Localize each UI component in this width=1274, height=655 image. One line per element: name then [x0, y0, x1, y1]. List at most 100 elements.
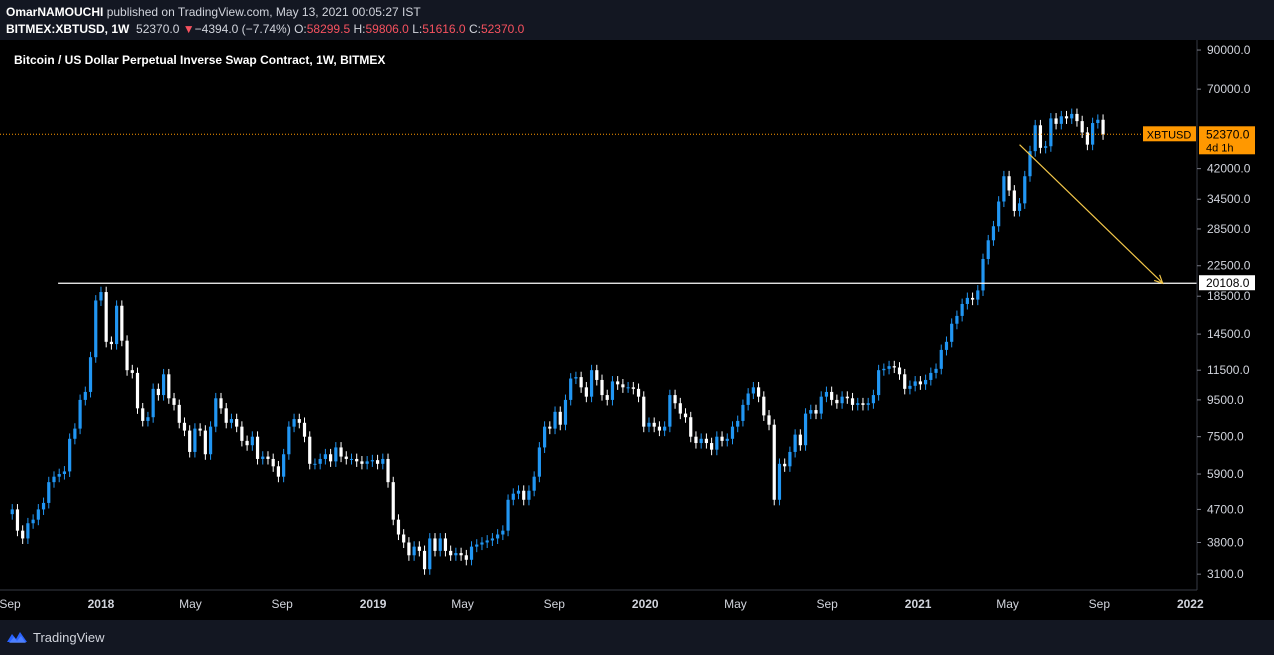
candle-body — [610, 381, 615, 400]
candle-body — [537, 447, 541, 477]
candle-body — [809, 410, 813, 414]
candle-body — [41, 502, 46, 510]
candle-body — [924, 379, 928, 385]
candle-body — [840, 396, 844, 404]
candle-body — [146, 417, 150, 421]
time-tick-label: 2020 — [632, 597, 659, 611]
price-chart[interactable]: 90000.0 70000.0 42000.0 34500.0 28500.0 22500… — [0, 40, 1274, 620]
candle-body — [652, 422, 656, 427]
candle-body — [767, 415, 771, 425]
candle-body — [1075, 113, 1079, 122]
candle-body — [553, 411, 557, 429]
candle-body — [276, 466, 281, 477]
candle-body — [344, 456, 348, 459]
close-label: C: — [468, 22, 481, 36]
price-tick-label: 70000.0 — [1207, 82, 1251, 96]
candle-body — [522, 490, 526, 500]
candle-body — [1044, 146, 1048, 148]
candle-body — [788, 451, 792, 467]
candle-body — [235, 419, 239, 427]
candle-body — [970, 297, 975, 300]
candle-body — [52, 476, 56, 483]
time-tick-label: May — [724, 597, 747, 611]
candle-body — [866, 403, 870, 405]
candle-body — [365, 461, 369, 464]
candle-body — [459, 553, 463, 556]
candle-body — [115, 305, 119, 345]
candle-body — [741, 404, 745, 421]
price-tick-label: 14500.0 — [1207, 327, 1251, 341]
candle-body — [318, 458, 322, 464]
candle-body — [991, 226, 996, 241]
candle-body — [261, 456, 265, 459]
candle-body — [47, 482, 51, 503]
candle-body — [68, 438, 72, 472]
candle-body — [683, 413, 688, 418]
candle-body — [589, 370, 594, 397]
candle-body — [965, 297, 969, 304]
candle-body — [156, 388, 160, 396]
candle-body — [62, 471, 67, 475]
time-tick-label: Sep — [1089, 597, 1111, 611]
candle-body — [803, 413, 808, 446]
candle-body — [449, 550, 453, 556]
symbol-tag-bg — [1143, 126, 1196, 142]
candle-body — [527, 490, 531, 500]
candle-body — [626, 387, 630, 389]
bar-countdown: 4d 1h — [1206, 142, 1234, 154]
price-tick-label: 3100.0 — [1207, 567, 1244, 581]
candle-body — [621, 384, 625, 388]
price-tick-label: 34500.0 — [1207, 192, 1251, 206]
tradingview-brand[interactable]: TradingView — [6, 628, 105, 646]
candle-body — [402, 534, 406, 543]
ohlc-legend: BITMEX:XBTUSD, 1W 52370.0 ▼−4394.0 (−7.7… — [6, 22, 524, 36]
last-price-tag: 52370.0 — [1206, 127, 1250, 141]
candle-body — [647, 422, 651, 427]
brand-name: TradingView — [33, 629, 105, 645]
candle-body — [861, 403, 865, 405]
candle-body — [777, 463, 782, 500]
candle-body — [172, 398, 176, 405]
candle-body — [506, 499, 510, 531]
candle-body — [125, 340, 129, 371]
level-tag-bg — [1199, 275, 1255, 291]
candle-body — [1033, 125, 1037, 152]
candle-body — [120, 305, 124, 341]
time-tick-label: Sep — [0, 597, 21, 611]
candle-body — [188, 430, 192, 452]
candle-body — [109, 341, 114, 345]
low-value: 51616.0 — [422, 22, 466, 36]
symbol-label: BITMEX:XBTUSD, 1W — [6, 22, 130, 36]
candle-body — [819, 396, 823, 414]
candle-body — [490, 538, 495, 541]
candle-body — [736, 420, 740, 427]
candle-body — [1023, 176, 1027, 204]
candle-body — [689, 417, 693, 437]
candle-body — [454, 553, 458, 556]
candle-body — [36, 509, 40, 520]
candle-body — [287, 426, 291, 455]
candle-body — [193, 428, 197, 452]
candle-body — [167, 374, 171, 399]
candle-body — [10, 509, 14, 515]
candle-body — [78, 399, 82, 429]
candle-body — [255, 436, 260, 459]
candle-body — [835, 399, 839, 404]
candle-body — [939, 349, 943, 369]
tradingview-logo-icon — [7, 632, 27, 643]
candle-body — [329, 454, 333, 462]
time-axis-labels[interactable]: Sep 2018 May Sep 2019 May Sep 2020 May Sep 2021 May… — [0, 597, 1204, 611]
candle-body — [694, 436, 698, 444]
candle-body — [355, 458, 359, 462]
author-name[interactable]: OmarNAMOUCHI — [6, 5, 104, 19]
candle-body — [182, 422, 187, 431]
candle-body — [918, 381, 922, 385]
time-tick-label: Sep — [544, 597, 566, 611]
candle-body — [339, 447, 343, 457]
candle-body — [360, 461, 364, 464]
candle-body — [663, 426, 667, 431]
candle-body — [772, 424, 776, 500]
candle-body — [469, 546, 474, 560]
candle-body — [600, 379, 604, 396]
candle-body — [1002, 176, 1006, 202]
